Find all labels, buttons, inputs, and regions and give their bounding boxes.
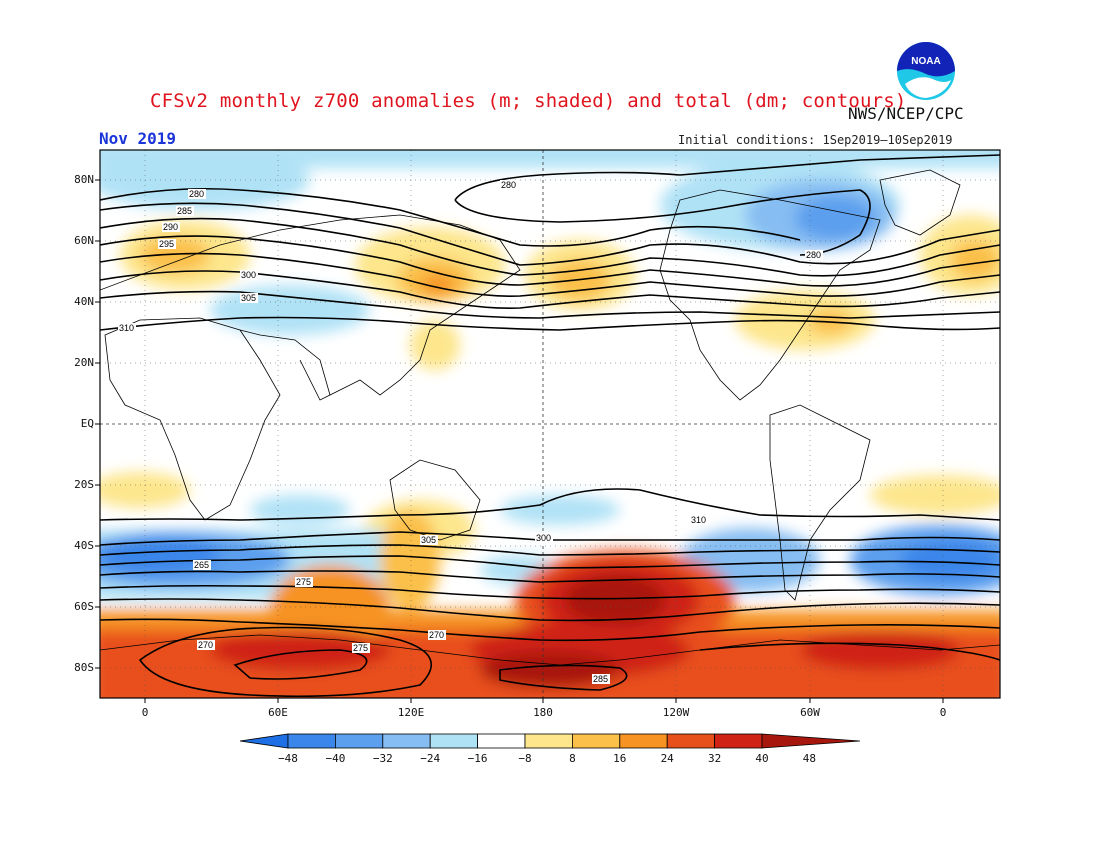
colorbar-tick-label: −8 bbox=[518, 752, 532, 765]
colorbar-right-arrow bbox=[761, 733, 861, 749]
lat-label: 80S bbox=[74, 661, 94, 674]
contour-label: 305 bbox=[421, 535, 436, 545]
colorbar-tick-label: −40 bbox=[325, 752, 346, 765]
contour-label: 310 bbox=[691, 515, 706, 525]
lon-label: 0 bbox=[141, 706, 149, 719]
colorbar-segment bbox=[714, 733, 763, 749]
lon-label: 120E bbox=[397, 706, 425, 719]
colorbar-tick-label: 48 bbox=[802, 752, 817, 765]
colorbar-tick-label: 16 bbox=[613, 752, 627, 765]
lon-label: 60E bbox=[268, 706, 288, 719]
lat-label: 20N bbox=[74, 356, 94, 369]
colorbar-tick-label: −24 bbox=[420, 752, 441, 765]
colorbar-segment bbox=[334, 733, 384, 749]
colorbar-segment bbox=[477, 733, 526, 749]
lat-label: 20S bbox=[74, 478, 94, 491]
colorbar-segment bbox=[572, 733, 621, 749]
colorbar-segment bbox=[619, 733, 668, 749]
contour-label: 300 bbox=[241, 270, 256, 280]
lat-label: 60S bbox=[74, 600, 94, 613]
contour-label: 275 bbox=[296, 577, 311, 587]
colorbar-tick-label: −16 bbox=[467, 752, 488, 765]
lat-label: 40S bbox=[74, 539, 94, 552]
colorbar-tick-label: −48 bbox=[278, 752, 298, 765]
colorbar-tick-label: 40 bbox=[755, 752, 769, 765]
colorbar-segment bbox=[429, 733, 479, 749]
lat-label: EQ bbox=[80, 417, 94, 430]
lon-label: 60W bbox=[800, 706, 820, 719]
contour-label: 270 bbox=[429, 630, 444, 640]
colorbar-segment bbox=[666, 733, 716, 749]
contour-label: 295 bbox=[159, 239, 174, 249]
contour-label: 290 bbox=[163, 222, 178, 232]
logo-text: NOAA bbox=[911, 56, 940, 67]
colorbar-segment bbox=[524, 733, 573, 749]
map-title: CFSv2 monthly z700 anomalies (m; shaded)… bbox=[150, 90, 907, 112]
contour-label: 265 bbox=[194, 560, 209, 570]
forecast-month: Nov 2019 bbox=[99, 129, 177, 148]
lon-label: 0 bbox=[939, 706, 947, 719]
contour-label: 305 bbox=[241, 293, 256, 303]
contour-label: 285 bbox=[593, 674, 608, 684]
lat-label: 80N bbox=[74, 173, 94, 186]
contour-label: 285 bbox=[177, 206, 192, 216]
contour-label: 275 bbox=[353, 643, 368, 653]
contour-label: 310 bbox=[119, 323, 134, 333]
lat-label: 60N bbox=[74, 234, 94, 247]
contour-label: 280 bbox=[189, 189, 204, 199]
contour-label: 270 bbox=[198, 640, 213, 650]
noaa-logo: NOAA bbox=[896, 41, 956, 101]
agency-label: NWS/NCEP/CPC bbox=[848, 104, 964, 123]
colorbar-segment bbox=[287, 733, 336, 749]
colorbar-tick-label: 8 bbox=[569, 752, 576, 765]
colorbar-segment bbox=[382, 733, 431, 749]
colorbar-tick-label: 24 bbox=[660, 752, 674, 765]
colorbar-tick-label: −32 bbox=[372, 752, 393, 765]
colorbar-tick-label: 32 bbox=[707, 752, 722, 765]
lat-label: 40N bbox=[74, 295, 94, 308]
contour-label: 280 bbox=[501, 180, 516, 190]
colorbar-left-arrow bbox=[239, 733, 289, 749]
contour-label: 280 bbox=[806, 250, 821, 260]
initial-conditions: Initial conditions: 1Sep2019—10Sep2019 bbox=[678, 133, 953, 147]
contour-label: 300 bbox=[536, 533, 551, 543]
lon-label: 120W bbox=[662, 706, 690, 719]
lon-label: 180 bbox=[533, 706, 553, 719]
